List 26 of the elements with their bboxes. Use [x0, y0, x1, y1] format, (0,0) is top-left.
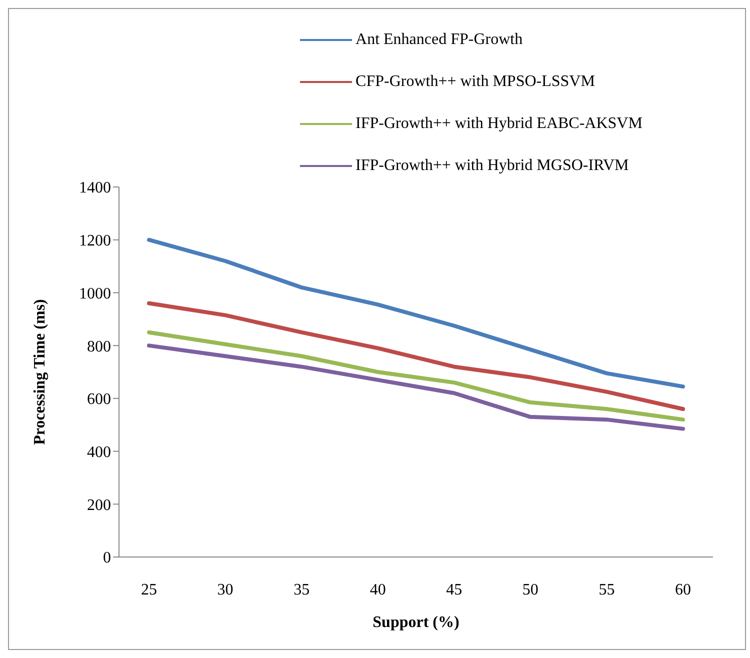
legend-label: Ant Enhanced FP-Growth [356, 31, 523, 49]
line-series [147, 301, 685, 411]
y-tick-label: 1000 [79, 285, 111, 302]
legend-label: IFP-Growth++ with Hybrid EABC-AKSVM [356, 115, 642, 133]
x-tick-label: 45 [446, 581, 462, 598]
x-tick-label: 40 [370, 581, 386, 598]
x-tick-label: 60 [675, 581, 691, 598]
x-axis-title: Support (%) [372, 614, 460, 631]
y-tick-label: 0 [103, 550, 111, 567]
x-tick-label: 50 [522, 581, 538, 598]
line-series [147, 330, 685, 422]
x-tick-label: 55 [598, 581, 615, 598]
y-tick-label: 400 [87, 444, 111, 461]
line-series [147, 344, 685, 431]
y-axis-title: Processing Time (ms) [32, 299, 49, 445]
line-series [147, 238, 685, 389]
y-tick-label: 1200 [79, 232, 111, 250]
y-tick-label: 1400 [79, 180, 111, 197]
legend-label: IFP-Growth++ with Hybrid MGSO-IRVM [356, 157, 629, 175]
y-tick-label: 800 [87, 338, 111, 356]
x-tick-label: 30 [217, 581, 234, 598]
x-tick-label: 25 [141, 581, 157, 598]
legend-label: CFP-Growth++ with MPSO-LSSVM [356, 73, 595, 91]
y-tick-label: 200 [87, 496, 111, 514]
y-tick-label: 600 [87, 391, 111, 408]
x-tick-label: 35 [294, 581, 310, 598]
